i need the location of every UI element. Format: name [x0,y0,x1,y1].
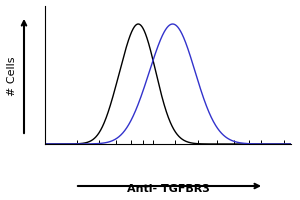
Text: # Cells: # Cells [7,56,17,96]
Text: Anti- TGFBR3: Anti- TGFBR3 [127,184,209,194]
